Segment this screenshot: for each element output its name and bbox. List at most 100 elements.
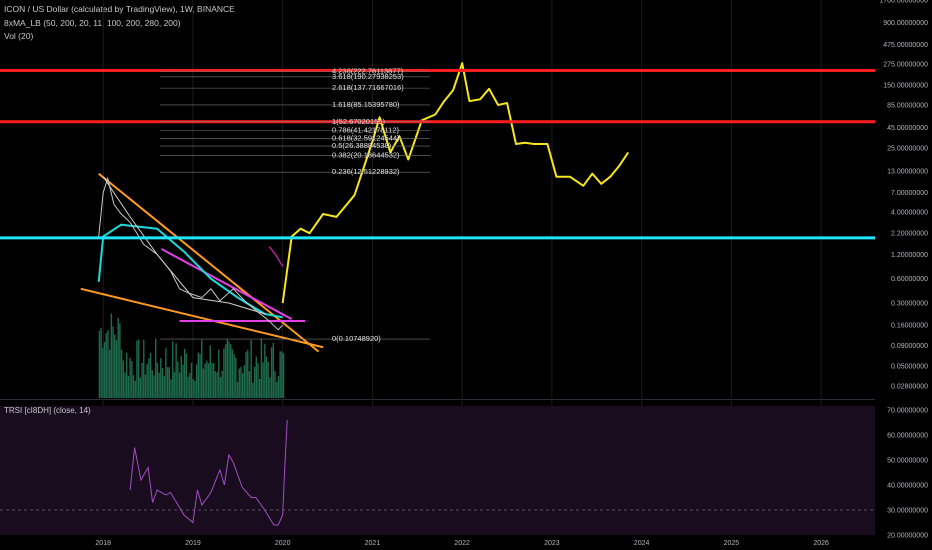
price-tick-label: 1700.00000000	[879, 0, 928, 5]
volume-bar	[228, 341, 230, 398]
moving-averages	[97, 176, 284, 319]
volume-bar	[247, 349, 249, 398]
volume-bar	[102, 347, 104, 398]
price-tick-label: 13.00000000	[887, 168, 928, 175]
volume-bar	[250, 339, 252, 398]
volume-bar	[160, 358, 162, 398]
rsi-pane: TRSI [cI8DH] (close, 14)	[0, 406, 875, 535]
time-tick-label: 2020	[275, 540, 291, 547]
fib-level-label: 0.382(20.18644532)	[332, 150, 400, 159]
volume-bar	[238, 368, 240, 398]
price-tick-label: 0.02800000	[891, 384, 928, 391]
volume-bar	[214, 371, 217, 398]
projection-line	[281, 62, 630, 304]
time-tick-label: 2024	[634, 540, 650, 547]
volume-bar	[267, 361, 269, 398]
volume-bar	[187, 376, 189, 398]
axis-background	[875, 0, 932, 550]
volume-bar	[158, 372, 160, 398]
time-tick-label: 2023	[544, 540, 560, 547]
price-tick-label: 275.00000000	[883, 61, 928, 68]
price-tick-label: 0.09000000	[891, 343, 928, 350]
volume-bar	[132, 375, 135, 398]
volume-bar	[192, 378, 194, 398]
volume-bar	[276, 381, 278, 398]
volume-bar	[156, 362, 159, 398]
fib-level-label: 1(52.67020156)	[332, 117, 385, 126]
price-axis: 1700.00000000 900.00000000 475.00000000 275…	[875, 0, 932, 550]
volume-bar	[245, 352, 247, 398]
falling-wedge-lower	[80, 287, 324, 349]
volume-bar	[233, 354, 235, 398]
price-tick-label: 4.00000000	[891, 210, 928, 217]
volume-bar	[204, 363, 206, 398]
volume-bar	[183, 348, 186, 398]
volume-bar	[219, 377, 222, 398]
volume-bar	[151, 370, 153, 398]
volume-bar	[241, 373, 244, 398]
volume-bar	[173, 372, 176, 398]
volume-bar	[272, 342, 275, 398]
horizontal-level-line	[0, 68, 877, 72]
price-tick-label: 45.00000000	[887, 125, 928, 132]
horizontal-level-line	[0, 120, 877, 124]
ma-indicator-label[interactable]: 8xMA_LB (50, 200, 20, 11, 100, 200, 280,…	[4, 18, 181, 28]
volume-bar	[100, 327, 102, 398]
price-tick-label: 0.30000000	[891, 301, 928, 308]
price-tick-label: 150.00000000	[883, 83, 928, 90]
volume-bar	[282, 353, 285, 398]
volume-bar	[107, 330, 109, 398]
fib-level-label: 1.618(85.15395780)	[332, 100, 400, 109]
volume-bar	[202, 368, 205, 398]
volume-bar	[148, 358, 150, 398]
price-tick-label: 0.05000000	[891, 363, 928, 370]
volume-bar	[277, 376, 280, 398]
volume-bar	[248, 370, 251, 398]
time-tick-label: 2021	[365, 540, 381, 547]
volume-bar	[163, 376, 165, 398]
volume-bar	[144, 374, 147, 398]
chart-title: ICON / US Dollar (calculated by TradingV…	[4, 4, 235, 14]
volume-bar	[207, 363, 210, 398]
volume-bar	[129, 357, 131, 398]
volume-bar	[212, 363, 215, 398]
volume-bar	[115, 340, 118, 398]
ma-line	[97, 223, 283, 319]
fib-level-label: 2.618(137.71667016)	[332, 83, 404, 92]
fib-level-label: 0(0.10748920)	[332, 334, 381, 343]
volume-bar	[137, 339, 140, 398]
volume-bar	[218, 349, 220, 398]
volume-bar	[230, 344, 232, 398]
volume-bar	[199, 353, 201, 398]
trendlines	[80, 172, 324, 353]
volume-bar	[265, 356, 268, 398]
price-tick-label: 85.00000000	[887, 103, 928, 110]
volume-bar	[252, 382, 254, 398]
price-tick-label: 7.00000000	[891, 190, 928, 197]
rsi-tick-label: 50.00000000	[887, 458, 928, 465]
rsi-tick-label: 30.00000000	[887, 508, 928, 515]
volume-bar	[146, 364, 148, 398]
volume-bar	[127, 375, 130, 398]
price-series	[98, 62, 630, 331]
volume-bar	[262, 362, 264, 398]
volume-indicator-label[interactable]: Vol (20)	[4, 31, 34, 41]
volume-bar	[154, 338, 157, 398]
volume-bar	[270, 347, 273, 398]
price-tick-label: 0.16000000	[891, 323, 928, 330]
volume-bar	[165, 348, 167, 398]
pane-divider	[0, 399, 932, 400]
volume-bar	[216, 372, 218, 398]
volume-bar	[122, 360, 124, 398]
time-tick-label: 2018	[95, 540, 111, 547]
rsi-line	[129, 419, 288, 526]
volume-bar	[143, 339, 145, 398]
volume-bar	[255, 356, 257, 398]
volume-bar	[168, 367, 171, 398]
volume-bar	[131, 361, 133, 398]
volume-bar	[226, 339, 229, 398]
volume-bar	[281, 351, 283, 398]
rsi-tick-label: 60.00000000	[887, 433, 928, 440]
fib-level-label: 3.618(190.27938253)	[332, 72, 404, 81]
